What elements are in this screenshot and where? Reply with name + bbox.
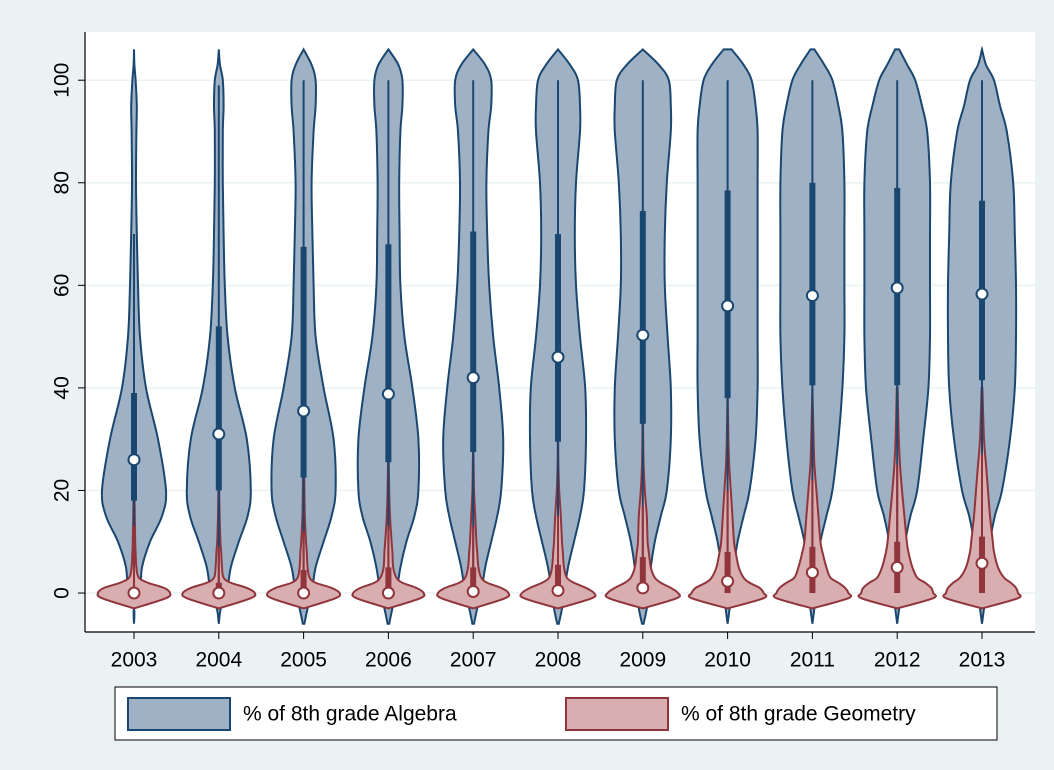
iqr-box <box>470 231 477 452</box>
median <box>466 371 480 385</box>
median <box>636 581 650 595</box>
median <box>890 281 904 295</box>
median <box>297 586 311 600</box>
x-tick-label: 2010 <box>704 649 751 672</box>
x-tick-label: 2006 <box>365 649 412 672</box>
legend-label: % of 8th grade Algebra <box>243 703 457 726</box>
median <box>381 586 395 600</box>
legend-swatch <box>127 697 231 731</box>
median <box>551 350 565 364</box>
y-tick-label: 40 <box>51 376 74 399</box>
legend-swatch <box>565 697 669 731</box>
iqr-box <box>131 393 137 501</box>
median <box>721 299 735 313</box>
iqr-box <box>555 564 561 594</box>
iqr-box <box>385 567 392 594</box>
iqr-box <box>809 182 816 386</box>
median <box>551 583 565 597</box>
median <box>805 289 819 303</box>
median <box>212 586 226 600</box>
median <box>381 387 395 401</box>
marks <box>96 45 1022 625</box>
x-tick-label: 2003 <box>111 649 158 672</box>
x-tick-label: 2013 <box>959 649 1006 672</box>
y-tick-label: 60 <box>51 274 74 297</box>
iqr-box <box>300 569 307 594</box>
x-tick-label: 2011 <box>790 649 835 672</box>
iqr-box <box>639 210 646 424</box>
y-tick-label: 0 <box>51 587 74 599</box>
y-tick-label: 100 <box>51 63 74 98</box>
x-tick-label: 2007 <box>450 649 497 672</box>
iqr-box <box>724 190 731 399</box>
median <box>127 453 141 467</box>
iqr-box <box>724 552 731 594</box>
x-tick-label: 2005 <box>280 649 327 672</box>
legend <box>114 686 998 741</box>
iqr-box <box>470 567 477 594</box>
median <box>975 556 989 570</box>
median <box>975 287 989 301</box>
median <box>212 427 226 441</box>
median <box>297 404 311 418</box>
median <box>466 584 480 598</box>
median <box>127 586 141 600</box>
y-tick-label: 20 <box>51 479 74 502</box>
median <box>636 328 650 342</box>
median <box>805 566 819 580</box>
iqr-box <box>385 244 392 463</box>
y-tick-label: 80 <box>51 171 74 194</box>
x-tick-label: 2008 <box>535 649 582 672</box>
median <box>890 560 904 574</box>
iqr-box <box>215 326 222 491</box>
x-tick-label: 2004 <box>195 649 242 672</box>
iqr-box <box>639 557 646 594</box>
x-tick-label: 2012 <box>874 649 921 672</box>
legend-label: % of 8th grade Geometry <box>681 703 916 726</box>
iqr-box <box>300 246 307 478</box>
median <box>721 574 735 588</box>
iqr-box <box>555 234 561 442</box>
x-tick-label: 2009 <box>619 649 666 672</box>
